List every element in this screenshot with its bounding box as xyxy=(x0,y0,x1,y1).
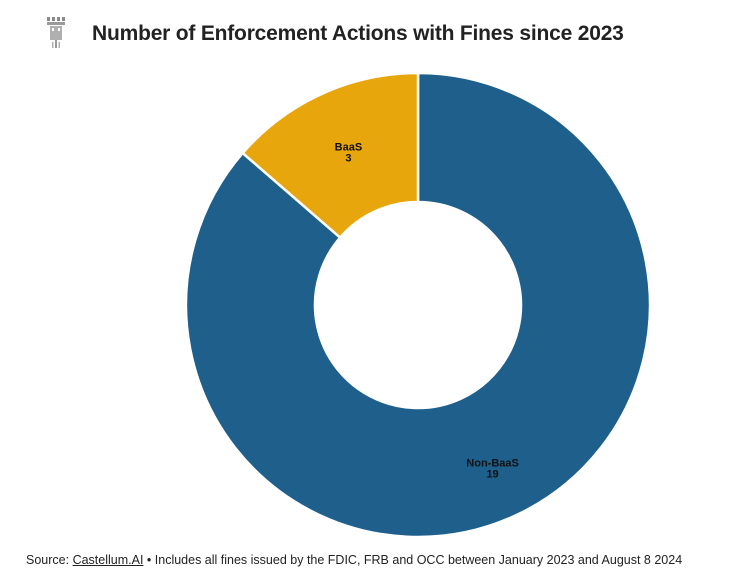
slice-value: 19 xyxy=(486,468,498,480)
slice-label: BaaS xyxy=(335,142,363,154)
slice-non-baas[interactable] xyxy=(184,71,652,539)
chart-footer: Source: Castellum.AI • Includes all fine… xyxy=(26,553,682,567)
chart-header: Number of Enforcement Actions with Fines… xyxy=(44,14,624,54)
chart-title: Number of Enforcement Actions with Fines… xyxy=(92,22,624,45)
source-link[interactable]: Castellum.AI xyxy=(72,553,144,567)
source-label: Source: xyxy=(26,553,70,567)
slice-baas[interactable] xyxy=(240,71,420,240)
footer-note: • Includes all fines issued by the FDIC,… xyxy=(146,553,683,567)
slice-label: Non-BaaS xyxy=(466,457,519,469)
slice-value: 3 xyxy=(345,153,351,165)
castle-tower-icon xyxy=(47,17,65,48)
